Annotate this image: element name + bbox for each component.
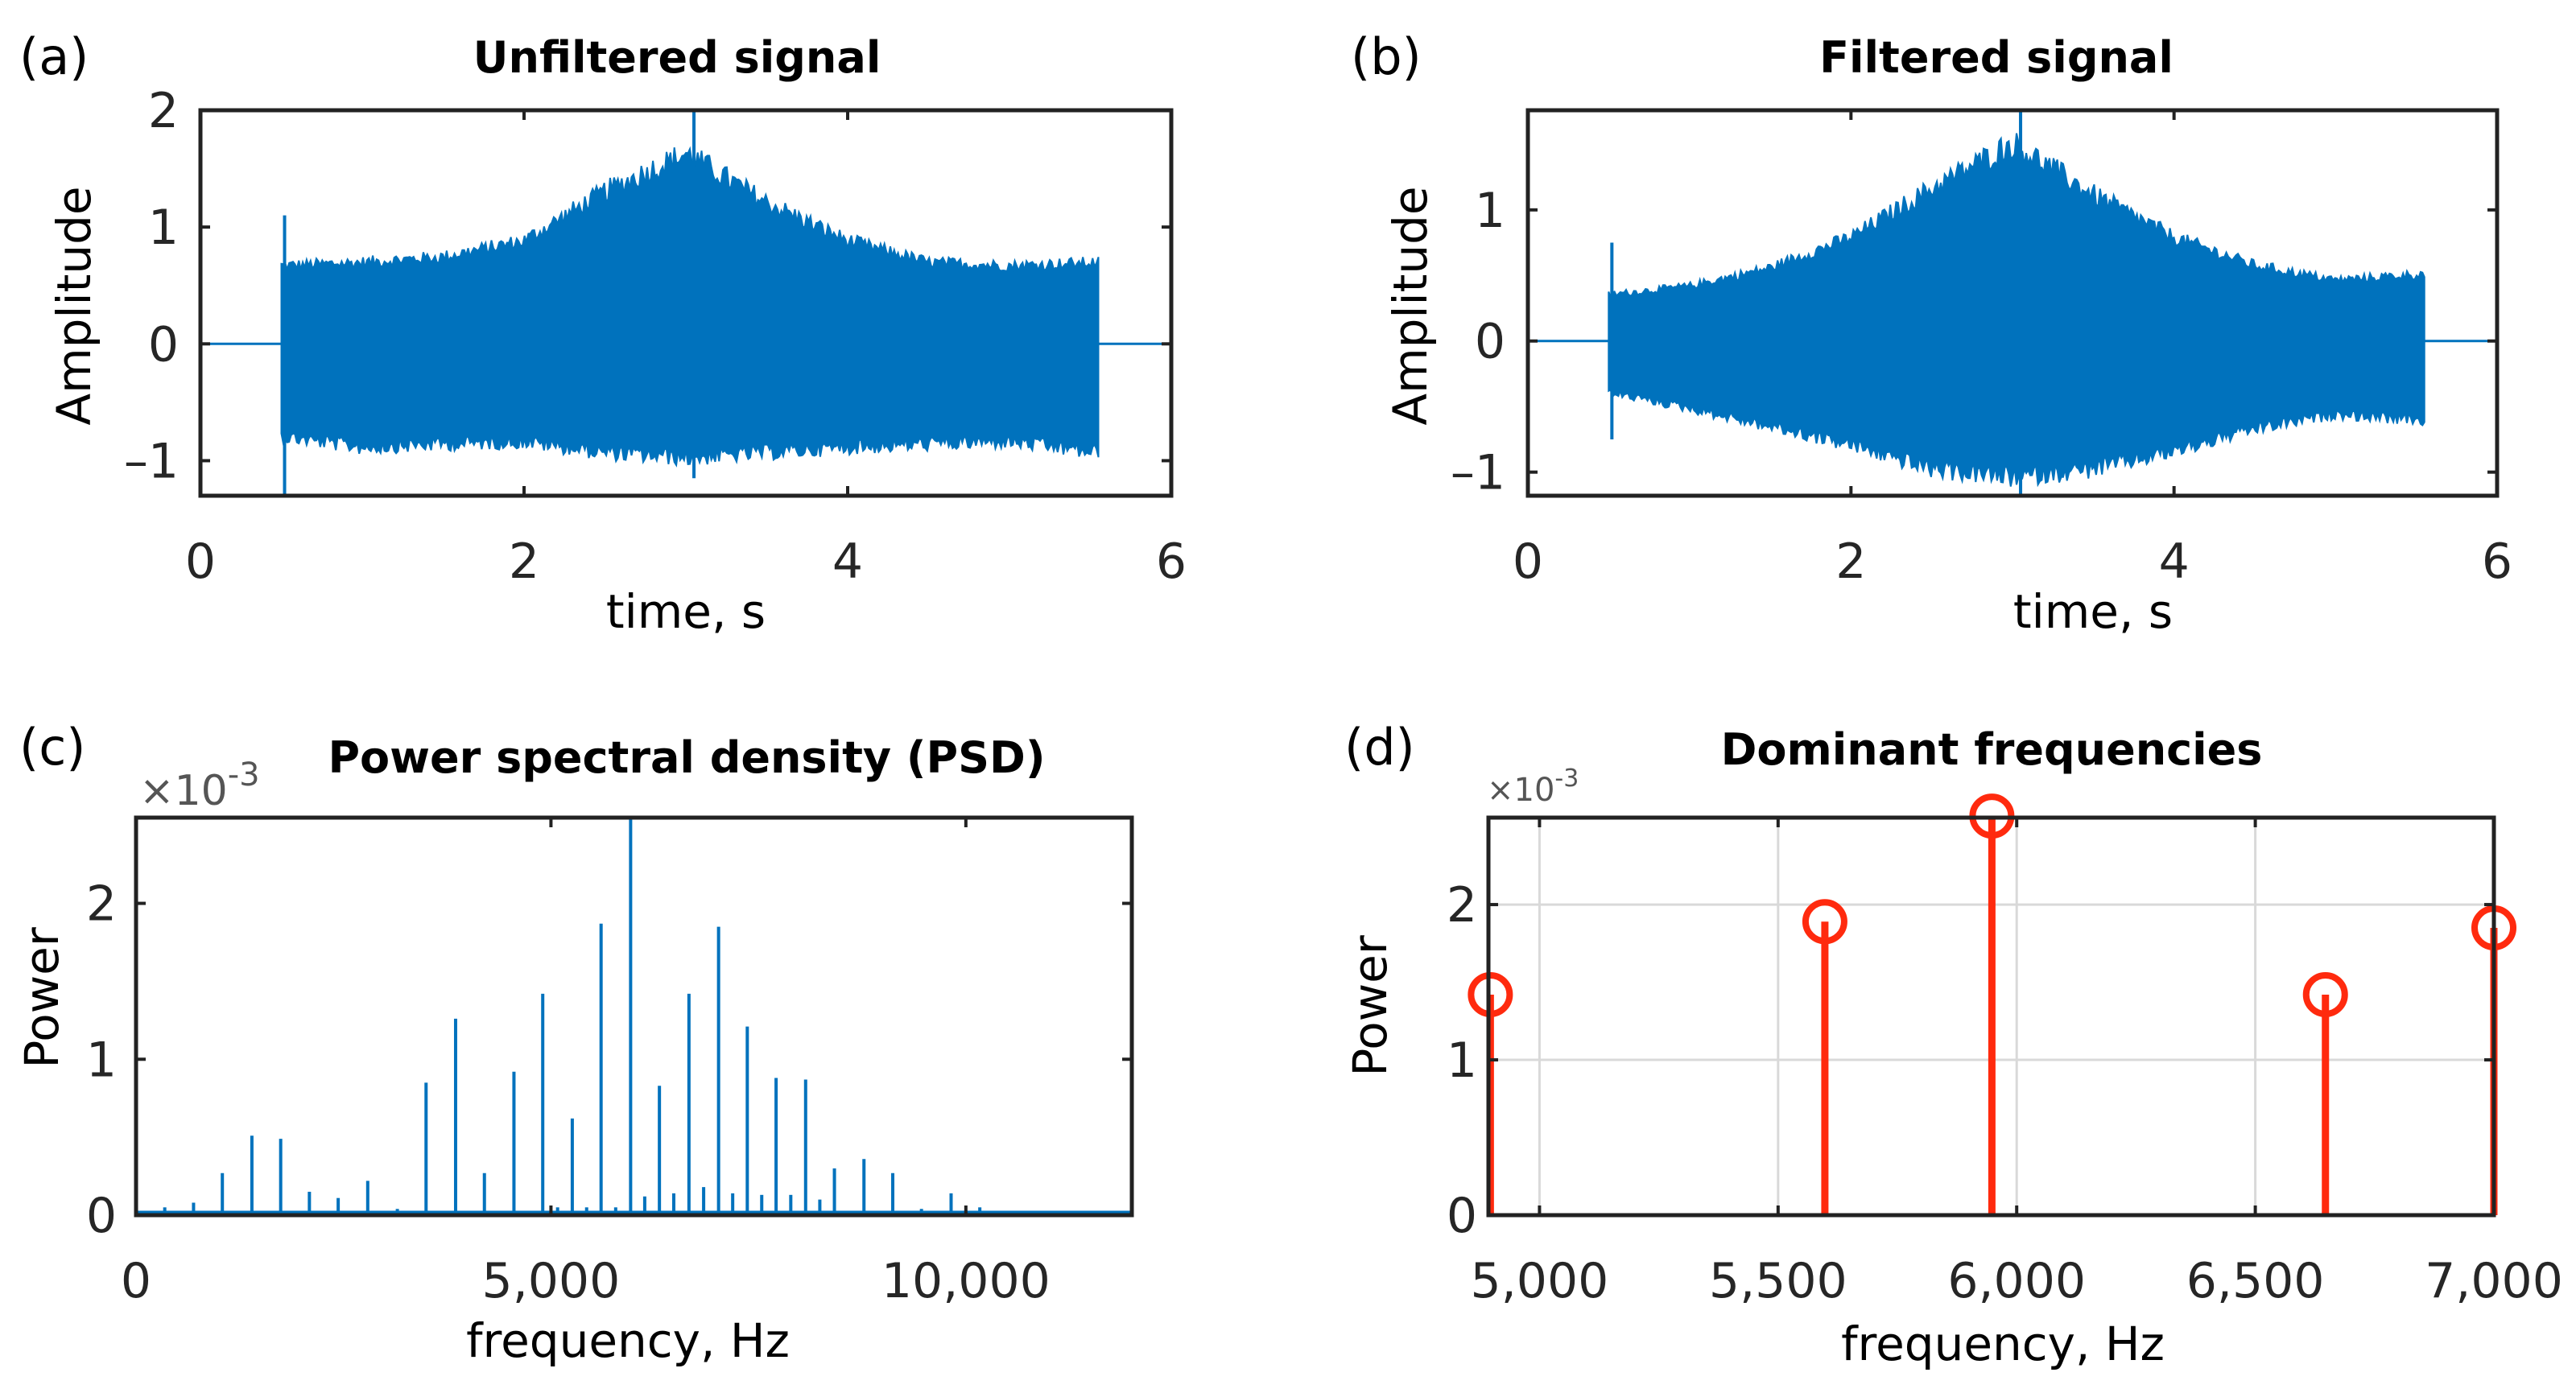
- series-b: [1528, 110, 2497, 496]
- panel-label: (b): [1351, 27, 1422, 86]
- x-axis-label: frequency, Hz: [1841, 1317, 2165, 1371]
- x-tick-label: 6: [1156, 534, 1187, 590]
- x-tick-label: 0: [121, 1253, 151, 1309]
- y-axis-multiplier: ×10-3: [139, 756, 260, 815]
- x-tick-label: 6,500: [2186, 1253, 2325, 1309]
- signal-waveform: [1608, 133, 2425, 488]
- panel-label: (c): [19, 718, 85, 777]
- x-tick-label: 2: [509, 534, 539, 590]
- axes-frame: [1525, 108, 2500, 498]
- y-tick-label: 0: [86, 1188, 117, 1244]
- x-tick-label: 2: [1835, 534, 1866, 590]
- chart-title: Dominant frequencies: [1721, 724, 2263, 775]
- y-tick-label: 0: [148, 316, 179, 373]
- stem-marker: [1802, 899, 1847, 945]
- axes-frame: [198, 108, 1174, 498]
- x-tick-label: 4: [2159, 534, 2190, 590]
- x-tick-label: 4: [832, 534, 863, 590]
- x-tick-label: 6: [2482, 534, 2512, 590]
- y-axis-multiplier: ×10-3: [1487, 765, 1579, 809]
- chart-title: Power spectral density (PSD): [328, 732, 1045, 783]
- x-tick-label: 10,000: [881, 1253, 1051, 1309]
- panel-label: (a): [19, 27, 89, 86]
- y-tick-label: 0: [1475, 314, 1505, 370]
- signal-waveform: [280, 146, 1100, 468]
- plot-area: [136, 818, 1132, 1215]
- y-tick-label: 2: [148, 83, 179, 139]
- y-tick-label: 1: [148, 200, 179, 256]
- x-axis-label: time, s: [2013, 584, 2173, 639]
- panel-label: (d): [1344, 718, 1415, 777]
- axes-frame: [1486, 815, 2496, 1218]
- x-tick-label: 5,000: [482, 1253, 621, 1309]
- y-tick-label: 2: [86, 876, 117, 933]
- chart-title: Unfiltered signal: [473, 32, 881, 83]
- x-tick-label: 5,500: [1709, 1253, 1847, 1309]
- y-tick-label: 1: [86, 1032, 117, 1088]
- y-axis-label: Amplitude: [47, 186, 101, 425]
- y-axis-label: Power: [1343, 935, 1397, 1077]
- panel-c: 0 5,000 10,000 0 1 2 (c) Power spectral density…: [14, 718, 1134, 1368]
- multiplier-exponent: -3: [1554, 765, 1579, 793]
- x-tick-label: 0: [185, 534, 216, 590]
- y-tick-label: –1: [124, 433, 179, 489]
- x-tick-label: 5,000: [1471, 1253, 1609, 1309]
- y-tick-label: –1: [1451, 445, 1505, 501]
- y-axis-label: Power: [14, 927, 69, 1069]
- x-tick-label: 7,000: [2425, 1253, 2563, 1309]
- multiplier-base: ×10: [1487, 772, 1554, 809]
- y-tick-label: 0: [1447, 1188, 1477, 1244]
- series-a: [200, 110, 1171, 496]
- y-tick-label: 1: [1447, 1032, 1477, 1089]
- x-tick-label: 6,000: [1947, 1253, 2086, 1309]
- axes-frame: [134, 815, 1134, 1218]
- y-tick-label: 1: [1475, 183, 1505, 239]
- panel-d: 5,000 5,500 6,000 6,500 7,000 0 1 2 (d) Dominant …: [1343, 718, 2563, 1371]
- x-tick-label: 0: [1513, 534, 1543, 590]
- stem-marker: [2302, 971, 2348, 1017]
- y-tick-label: 2: [1447, 877, 1477, 933]
- y-axis-label: Amplitude: [1383, 186, 1438, 425]
- multiplier-exponent: -3: [228, 756, 260, 793]
- x-axis-label: time, s: [606, 584, 766, 639]
- x-axis-label: frequency, Hz: [466, 1313, 790, 1368]
- chart-title: Filtered signal: [1819, 32, 2174, 83]
- multiplier-base: ×10: [139, 767, 228, 815]
